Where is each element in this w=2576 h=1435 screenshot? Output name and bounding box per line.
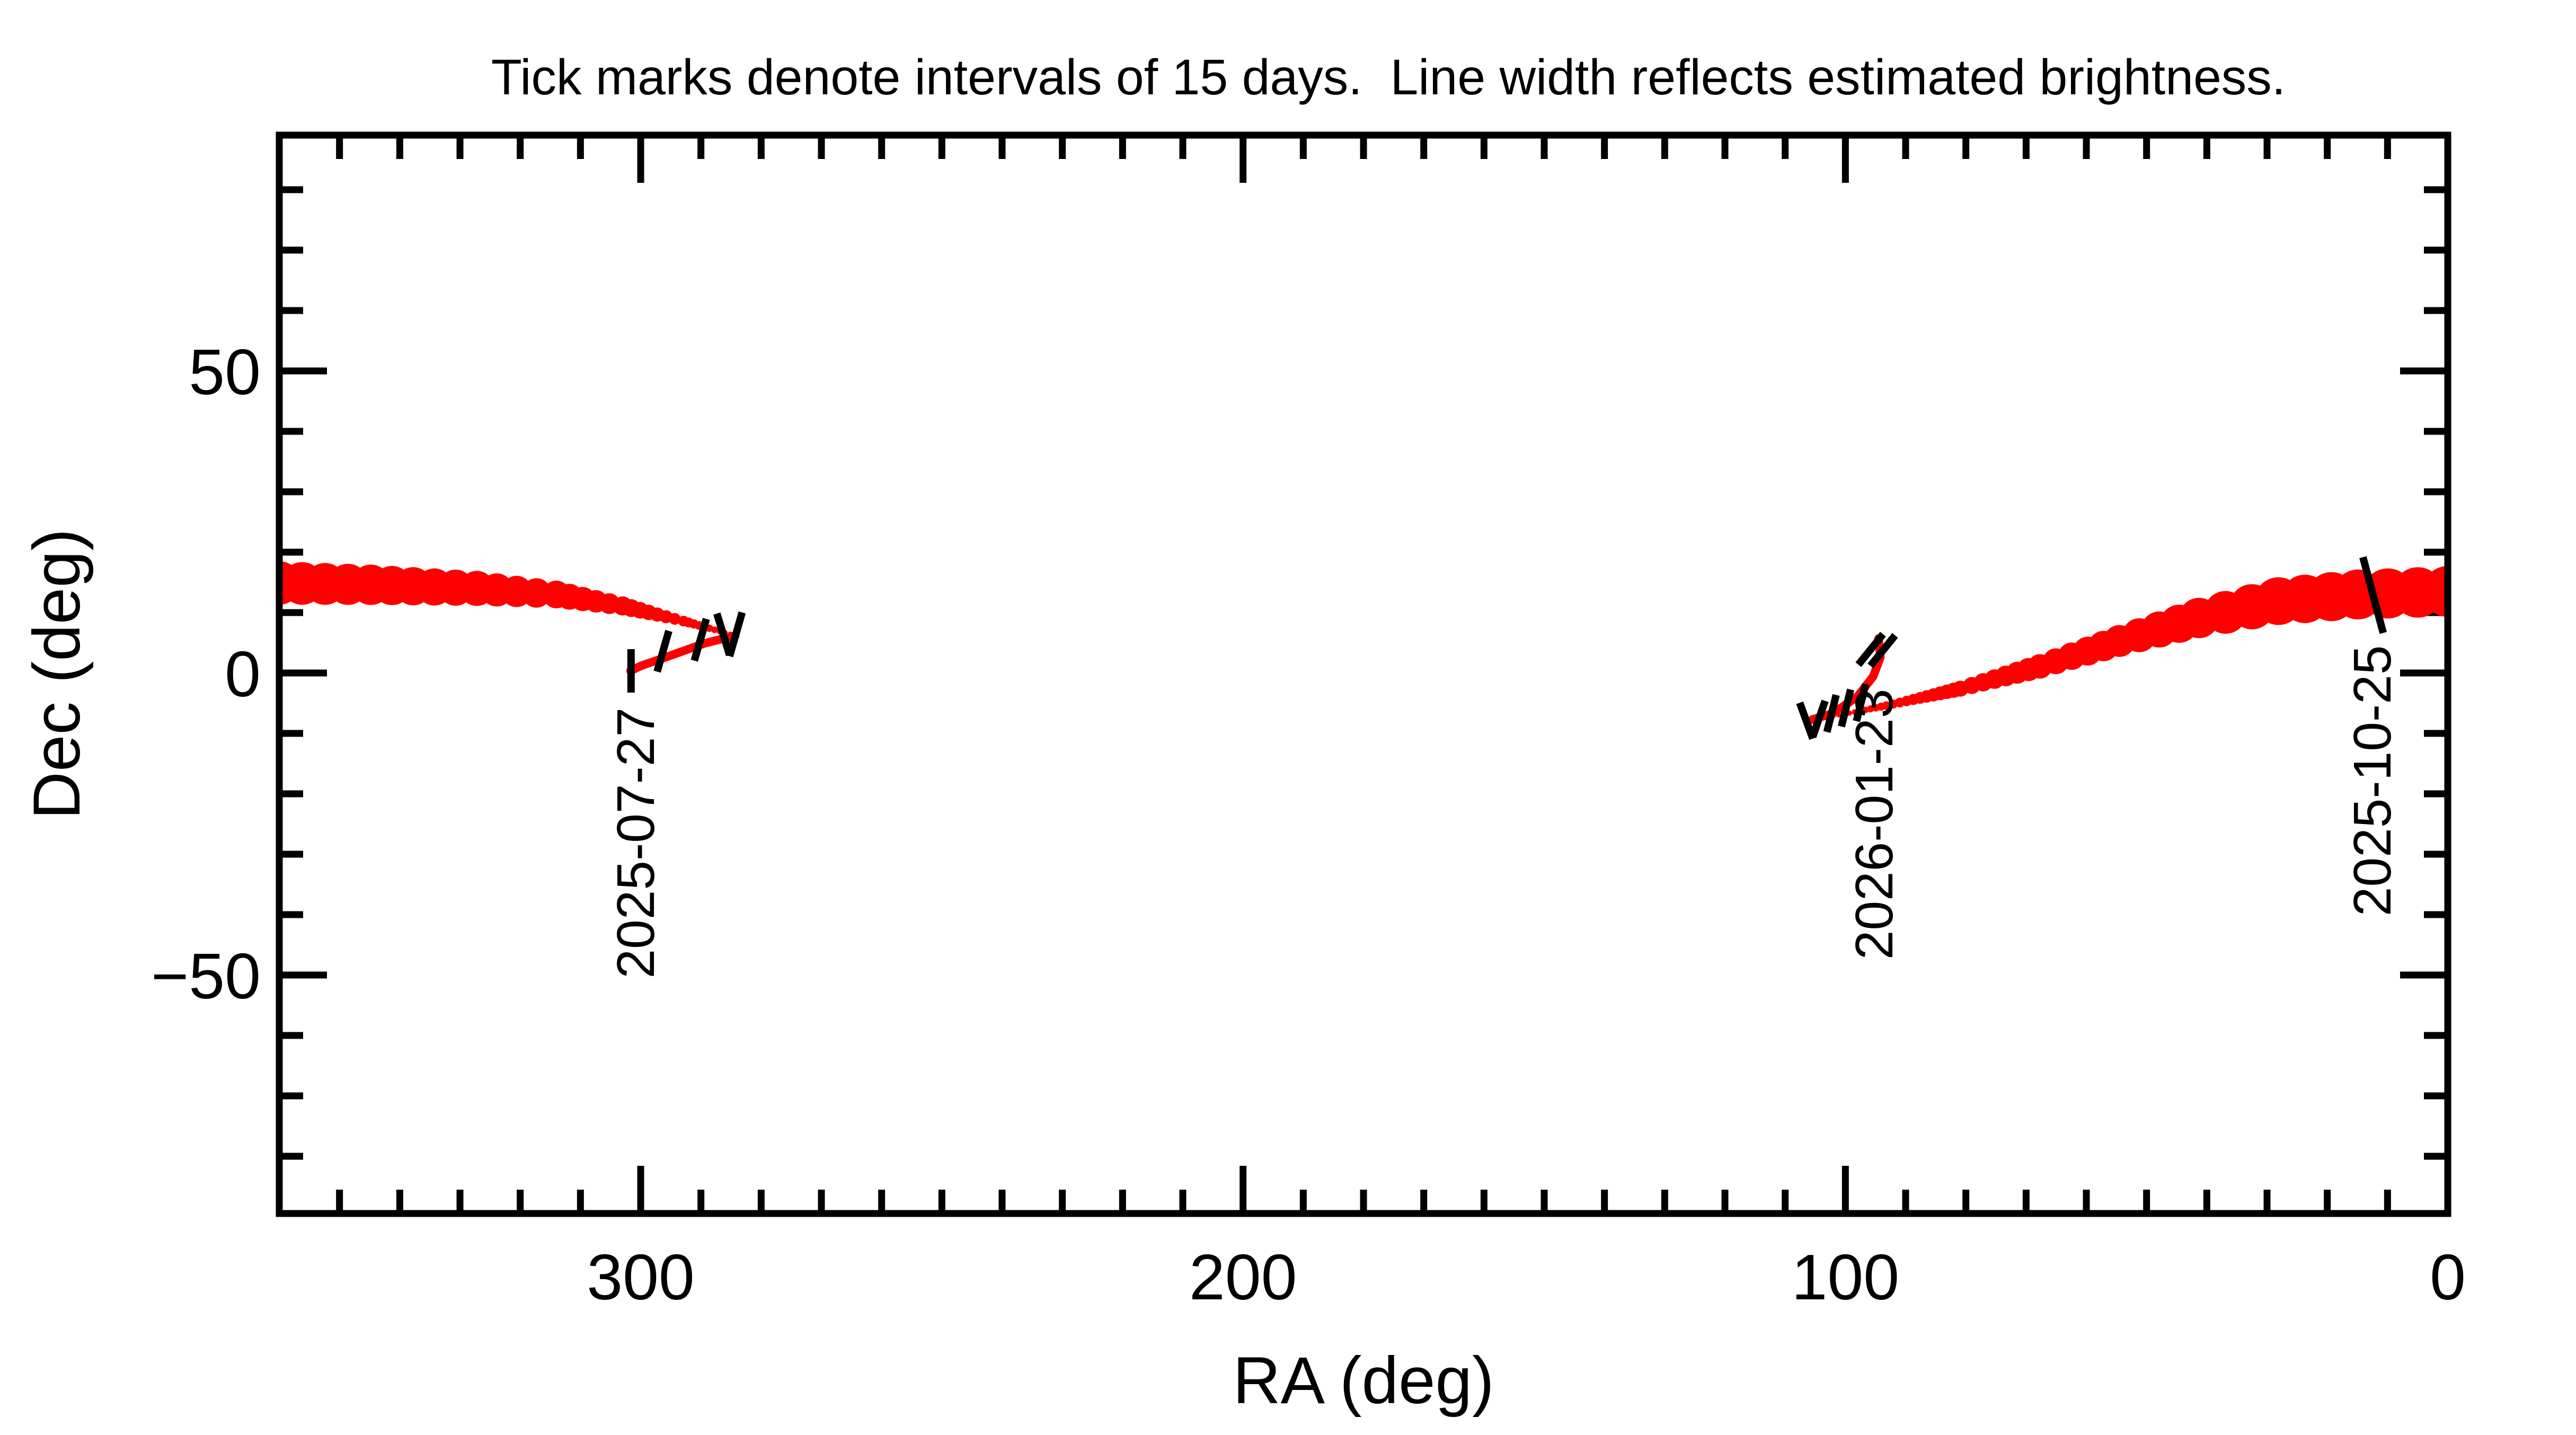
date-tick-mark bbox=[1823, 694, 1840, 733]
track-symbol bbox=[669, 613, 681, 625]
date-tick-mark bbox=[1867, 633, 1898, 668]
y-tick-label: 0 bbox=[225, 638, 261, 710]
date-tick-mark bbox=[653, 630, 672, 673]
date-tick-mark bbox=[691, 617, 710, 662]
track-west-band bbox=[279, 561, 738, 638]
x-tick-label: 200 bbox=[1189, 1241, 1297, 1313]
date-labels: 2025-07-27 2026-01-23 2025-10-25 bbox=[606, 645, 2402, 979]
y-tick-label: −50 bbox=[151, 940, 261, 1012]
date-tick-marks bbox=[627, 556, 2387, 740]
axis-ticks bbox=[276, 135, 2451, 1213]
track-west-hook bbox=[626, 631, 740, 675]
track-symbol bbox=[2422, 566, 2448, 617]
plot-frame bbox=[276, 131, 2451, 1217]
date-label: 2025-07-27 bbox=[606, 707, 666, 979]
date-tick-mark bbox=[1853, 683, 1870, 722]
date-label: 2025-10-25 bbox=[2343, 645, 2402, 917]
x-axis-title: RA (deg) bbox=[1233, 1344, 1494, 1418]
track-symbol bbox=[1862, 706, 1869, 713]
x-tick-label: 0 bbox=[2430, 1241, 2466, 1313]
track-symbol bbox=[1882, 701, 1891, 710]
track-east-band bbox=[1811, 566, 2448, 722]
x-tick-label: 300 bbox=[587, 1241, 695, 1313]
date-tick-mark bbox=[1809, 699, 1829, 738]
axis-tick-labels: 300 200 100 0 50 0 −50 bbox=[151, 336, 2466, 1313]
x-tick-label: 100 bbox=[1792, 1241, 1900, 1313]
track-symbol bbox=[521, 578, 552, 608]
date-tick-mark bbox=[1855, 632, 1886, 667]
trajectory-layer bbox=[279, 561, 2448, 724]
chart-title: Tick marks denote intervals of 15 days. … bbox=[491, 49, 2286, 105]
date-label: 2026-01-23 bbox=[1845, 689, 1904, 960]
y-tick-label: 50 bbox=[189, 336, 261, 408]
date-tick-mark bbox=[713, 612, 733, 657]
date-tick-mark bbox=[2359, 556, 2387, 634]
date-tick-mark bbox=[1837, 688, 1854, 728]
date-tick-mark bbox=[726, 611, 746, 658]
track-symbol bbox=[711, 626, 718, 633]
y-axis-title: Dec (deg) bbox=[20, 529, 94, 820]
